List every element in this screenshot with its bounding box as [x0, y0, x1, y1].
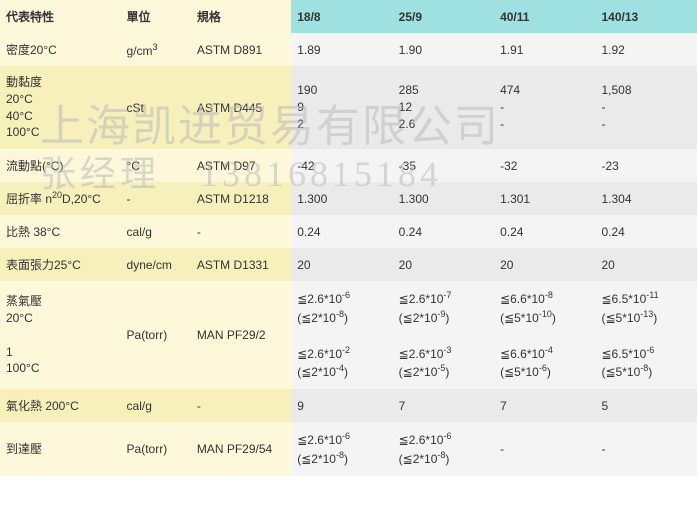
- table-row: 密度20°Cg/cm3ASTM D8911.891.901.911.92: [0, 33, 697, 66]
- cell-spec: MAN PF29/54: [191, 422, 291, 476]
- cell-val-1: 1.300: [393, 182, 494, 215]
- cell-val-0: 1.300: [291, 182, 392, 215]
- table-row: 氣化熱 200°Ccal/g-9775: [0, 389, 697, 422]
- cell-unit: dyne/cm: [121, 248, 191, 281]
- cell-property: 流動點(°C): [0, 149, 121, 182]
- cell-val-1: ≦2.6*10-7(≦2*10-9)≦2.6*10-3(≦2*10-5): [393, 281, 494, 389]
- cell-unit: cal/g: [121, 389, 191, 422]
- cell-val-1: 7: [393, 389, 494, 422]
- cell-val-3: 0.24: [596, 215, 697, 248]
- header-col-3: 140/13: [596, 0, 697, 33]
- cell-unit: °C: [121, 149, 191, 182]
- spec-table: 代表特性 單位 規格 18/8 25/9 40/11 140/13 密度20°C…: [0, 0, 697, 476]
- cell-val-3: -: [596, 422, 697, 476]
- cell-val-1: -35: [393, 149, 494, 182]
- cell-property: 比熱 38°C: [0, 215, 121, 248]
- cell-val-0: 1.89: [291, 33, 392, 66]
- cell-spec: -: [191, 215, 291, 248]
- cell-val-2: 0.24: [494, 215, 595, 248]
- cell-unit: -: [121, 182, 191, 215]
- cell-property: 動黏度20°C40°C100°C: [0, 66, 121, 149]
- cell-val-0: ≦2.6*10-6(≦2*10-8): [291, 422, 392, 476]
- cell-spec: ASTM D1218: [191, 182, 291, 215]
- header-row: 代表特性 單位 規格 18/8 25/9 40/11 140/13: [0, 0, 697, 33]
- cell-val-2: 1.301: [494, 182, 595, 215]
- cell-val-1: 20: [393, 248, 494, 281]
- cell-spec: MAN PF29/2: [191, 281, 291, 389]
- table-row: 動黏度20°C40°C100°CcStASTM D44519092285122.…: [0, 66, 697, 149]
- table-row: 屈折率 n20D,20°C-ASTM D12181.3001.3001.3011…: [0, 182, 697, 215]
- cell-unit: Pa(torr): [121, 422, 191, 476]
- header-col-2: 40/11: [494, 0, 595, 33]
- cell-val-0: 0.24: [291, 215, 392, 248]
- header-unit: 單位: [121, 0, 191, 33]
- cell-val-3: ≦6.5*10-11(≦5*10-13)≦6.5*10-6(≦5*10-8): [596, 281, 697, 389]
- cell-property: 到達壓: [0, 422, 121, 476]
- cell-val-1: ≦2.6*10-6(≦2*10-8): [393, 422, 494, 476]
- table-row: 比熱 38°Ccal/g-0.240.240.240.24: [0, 215, 697, 248]
- cell-val-3: 20: [596, 248, 697, 281]
- header-col-1: 25/9: [393, 0, 494, 33]
- cell-unit: g/cm3: [121, 33, 191, 66]
- table-row: 到達壓Pa(torr)MAN PF29/54≦2.6*10-6(≦2*10-8)…: [0, 422, 697, 476]
- cell-val-0: 20: [291, 248, 392, 281]
- cell-val-1: 1.90: [393, 33, 494, 66]
- cell-property: 表面張力25°C: [0, 248, 121, 281]
- table-body: 密度20°Cg/cm3ASTM D8911.891.901.911.92動黏度2…: [0, 33, 697, 476]
- cell-spec: ASTM D97: [191, 149, 291, 182]
- cell-val-3: 1.304: [596, 182, 697, 215]
- cell-unit: cSt: [121, 66, 191, 149]
- table-row: 表面張力25°Cdyne/cmASTM D133120202020: [0, 248, 697, 281]
- cell-val-2: -: [494, 422, 595, 476]
- cell-val-2: 1.91: [494, 33, 595, 66]
- table-row: 蒸氣壓20°C1100°CPa(torr)MAN PF29/2≦2.6*10-6…: [0, 281, 697, 389]
- cell-val-2: 474--: [494, 66, 595, 149]
- cell-val-0: 9: [291, 389, 392, 422]
- cell-val-3: -23: [596, 149, 697, 182]
- cell-val-1: 0.24: [393, 215, 494, 248]
- cell-property: 密度20°C: [0, 33, 121, 66]
- cell-val-0: 19092: [291, 66, 392, 149]
- cell-spec: ASTM D891: [191, 33, 291, 66]
- table-row: 流動點(°C)°CASTM D97-42-35-32-23: [0, 149, 697, 182]
- cell-property: 氣化熱 200°C: [0, 389, 121, 422]
- cell-property: 蒸氣壓20°C1100°C: [0, 281, 121, 389]
- cell-val-2: 7: [494, 389, 595, 422]
- cell-val-3: 5: [596, 389, 697, 422]
- cell-val-0: ≦2.6*10-6(≦2*10-8)≦2.6*10-2(≦2*10-4): [291, 281, 392, 389]
- cell-unit: cal/g: [121, 215, 191, 248]
- cell-spec: ASTM D1331: [191, 248, 291, 281]
- header-property: 代表特性: [0, 0, 121, 33]
- cell-property: 屈折率 n20D,20°C: [0, 182, 121, 215]
- cell-val-3: 1.92: [596, 33, 697, 66]
- cell-val-2: ≦6.6*10-8(≦5*10-10)≦6.6*10-4(≦5*10-6): [494, 281, 595, 389]
- cell-val-2: -32: [494, 149, 595, 182]
- cell-val-1: 285122.6: [393, 66, 494, 149]
- cell-val-0: -42: [291, 149, 392, 182]
- cell-val-2: 20: [494, 248, 595, 281]
- cell-spec: -: [191, 389, 291, 422]
- cell-spec: ASTM D445: [191, 66, 291, 149]
- cell-val-3: 1,508--: [596, 66, 697, 149]
- header-col-0: 18/8: [291, 0, 392, 33]
- cell-unit: Pa(torr): [121, 281, 191, 389]
- header-spec: 規格: [191, 0, 291, 33]
